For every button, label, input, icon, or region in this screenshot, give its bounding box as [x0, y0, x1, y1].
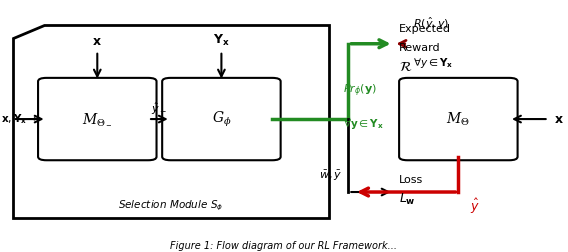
FancyBboxPatch shape	[399, 78, 517, 160]
FancyBboxPatch shape	[38, 78, 157, 160]
Text: Selection Module $S_\phi$: Selection Module $S_\phi$	[118, 199, 223, 213]
Text: $\forall \mathbf{y} \in \mathbf{Y_x}$: $\forall \mathbf{y} \in \mathbf{Y_x}$	[343, 117, 384, 131]
Text: $\mathbf{x}, \mathbf{Y_x}$$\rightarrow$: $\mathbf{x}, \mathbf{Y_x}$$\rightarrow$	[1, 112, 38, 126]
Text: $\hat{y}$: $\hat{y}$	[470, 197, 479, 216]
Text: $\mathbf{x}$: $\mathbf{x}$	[554, 113, 564, 125]
Text: $L_{\mathbf{w}}$: $L_{\mathbf{w}}$	[399, 192, 416, 207]
Text: $M_{\Theta_-}$: $M_{\Theta_-}$	[82, 111, 112, 127]
Text: Loss: Loss	[399, 175, 423, 185]
Text: $Pr_\phi(\mathbf{y})$: $Pr_\phi(\mathbf{y})$	[343, 83, 377, 99]
Text: $R(\hat{y}, y)$: $R(\hat{y}, y)$	[413, 16, 450, 32]
Text: Reward: Reward	[399, 43, 441, 53]
Text: Expected: Expected	[399, 24, 451, 34]
Text: Figure 1: Flow diagram of our RL Framework...: Figure 1: Flow diagram of our RL Framewo…	[170, 241, 397, 251]
Text: $\mathbf{x}$: $\mathbf{x}$	[93, 36, 102, 48]
Text: $G_\phi$: $G_\phi$	[212, 109, 231, 129]
FancyBboxPatch shape	[162, 78, 281, 160]
Text: $\bar{w}, \bar{y}$: $\bar{w}, \bar{y}$	[319, 168, 343, 183]
Text: $\hat{y}_-$: $\hat{y}_-$	[151, 100, 168, 117]
Polygon shape	[12, 25, 329, 218]
Text: $\mathbf{Y_x}$: $\mathbf{Y_x}$	[213, 33, 230, 48]
Text: $\forall y \in \mathbf{Y_x}$: $\forall y \in \mathbf{Y_x}$	[413, 55, 454, 70]
Text: $M_\Theta$: $M_\Theta$	[446, 110, 470, 128]
Text: $\mathcal{R}$: $\mathcal{R}$	[399, 60, 412, 74]
